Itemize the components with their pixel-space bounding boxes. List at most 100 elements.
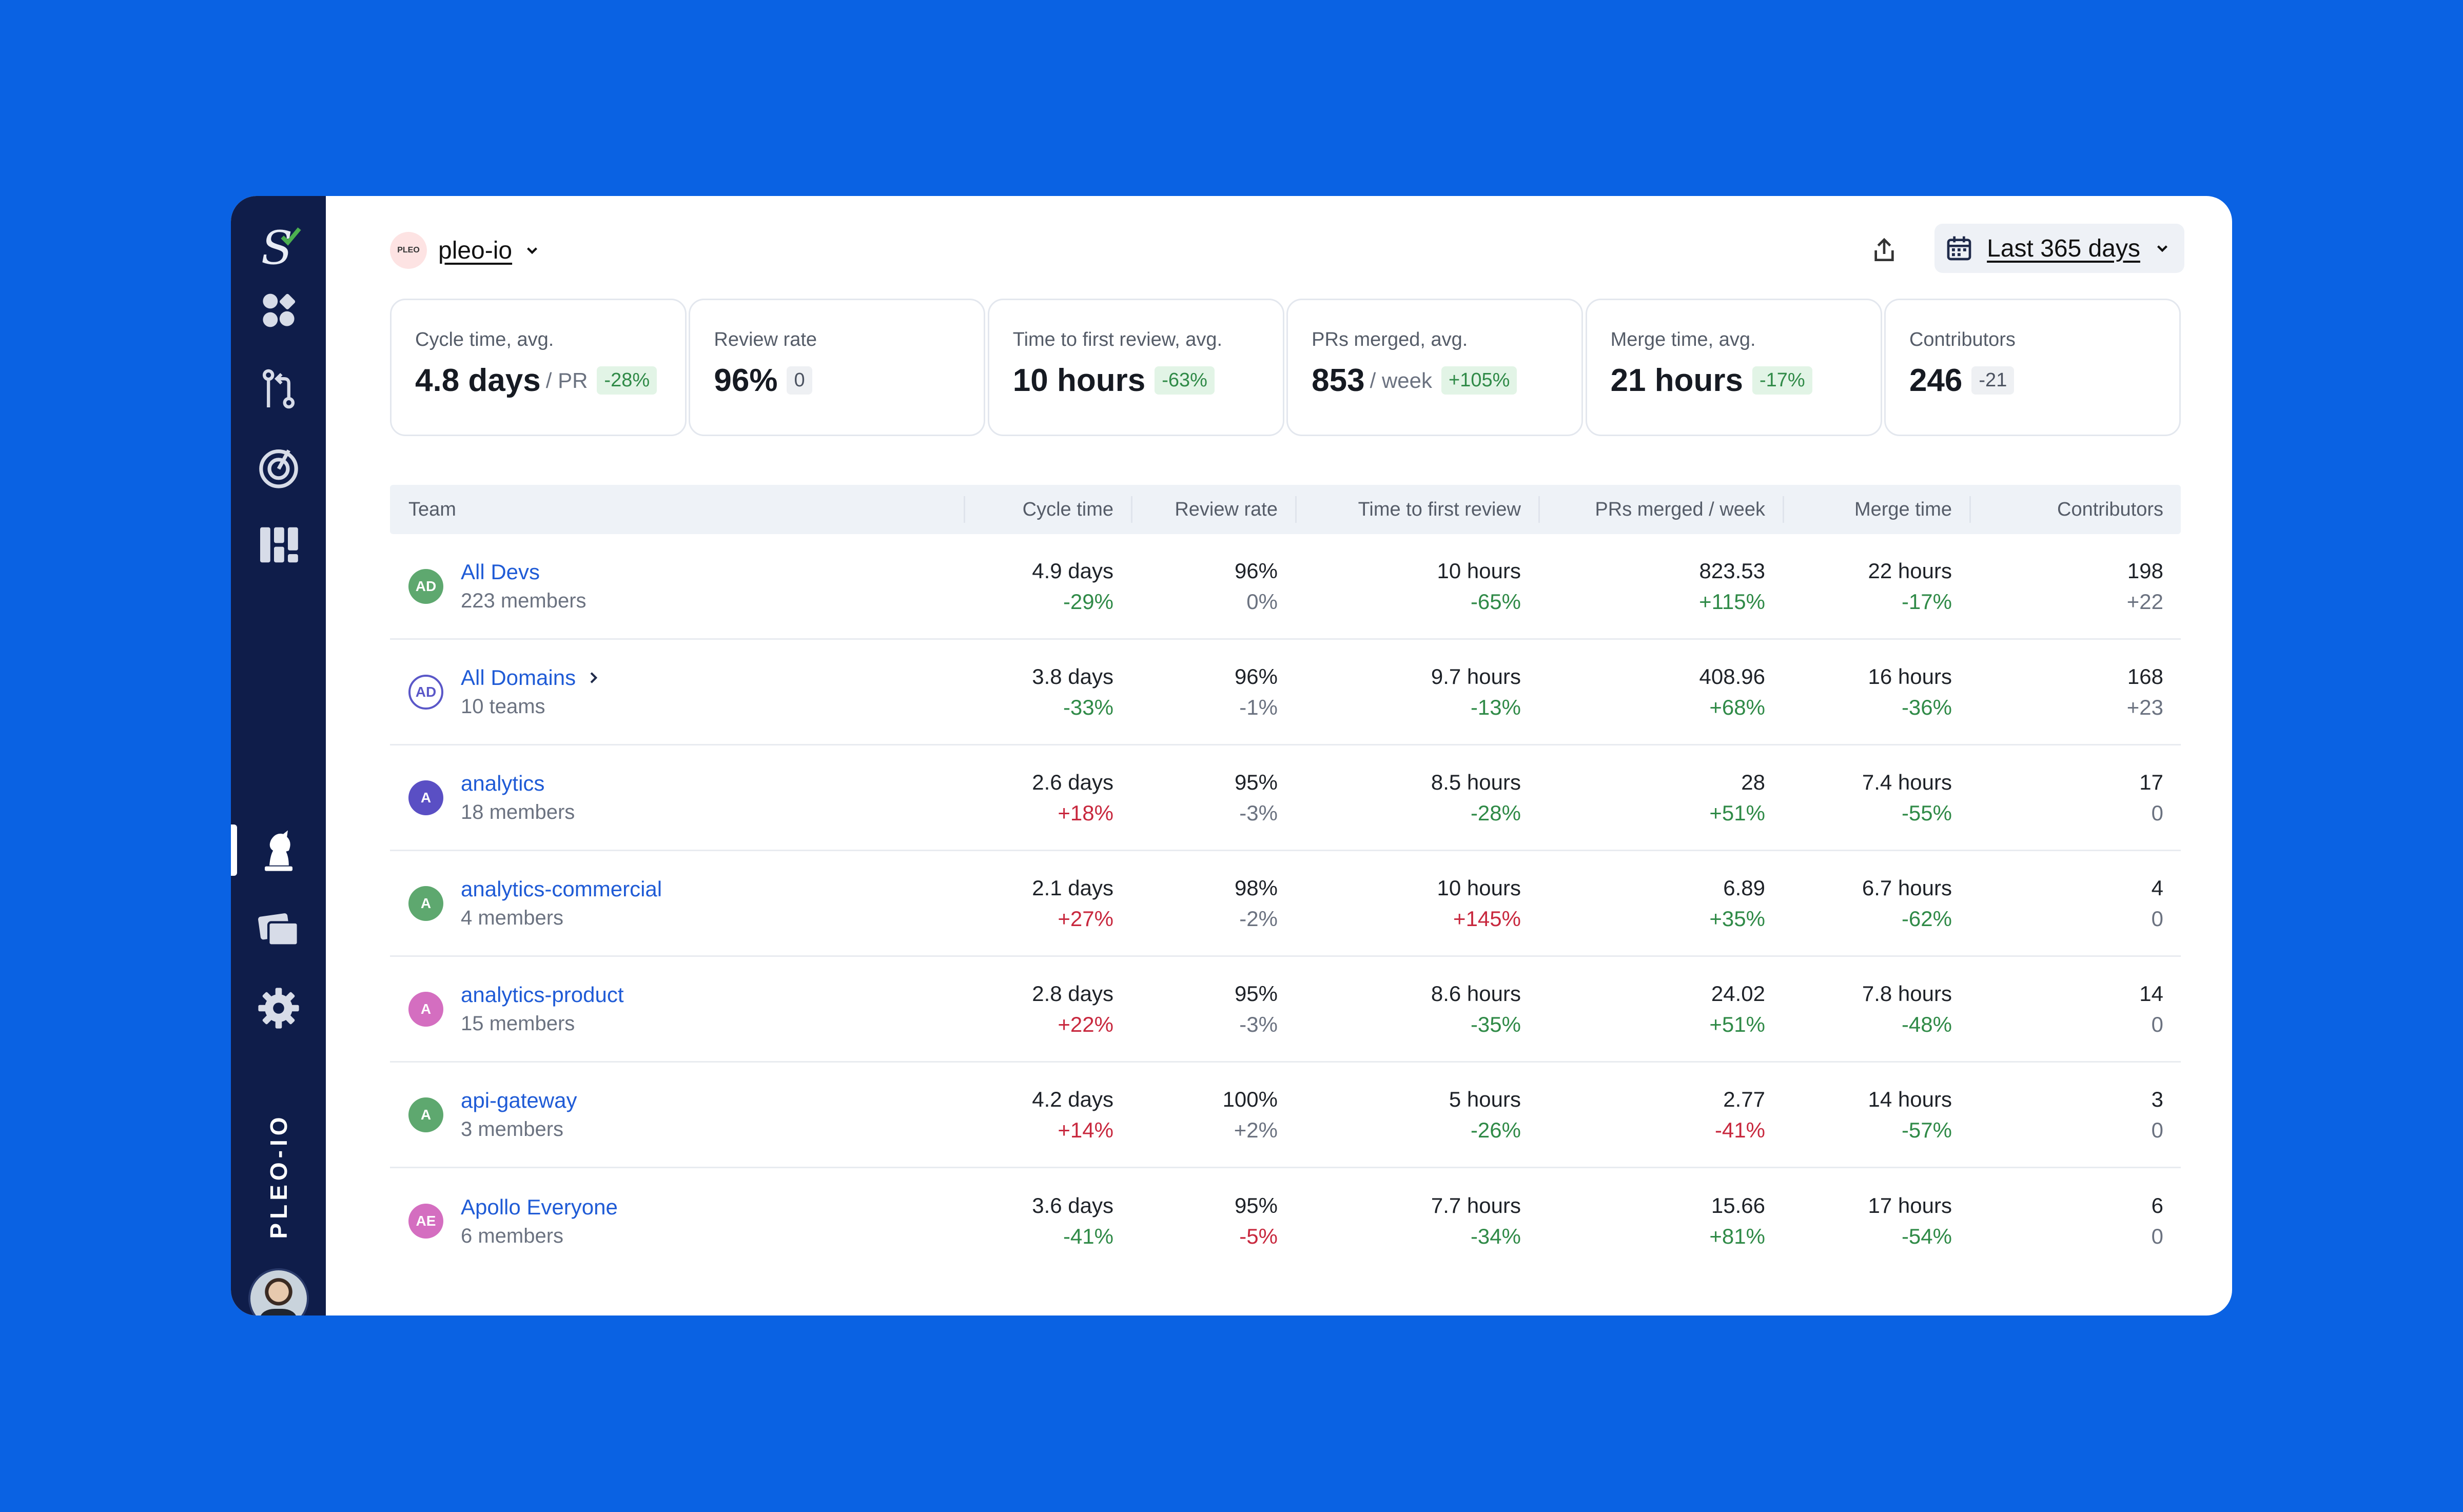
column-header[interactable]: PRs merged / week — [1538, 485, 1783, 534]
target-icon[interactable] — [254, 443, 303, 493]
team-cell: A analytics-product 15 members — [390, 957, 964, 1061]
metric-delta: +18% — [1058, 800, 1113, 825]
card-title: Cycle time, avg. — [415, 329, 554, 350]
review-cell: 95% -5% — [1131, 1168, 1295, 1274]
metric-delta: -34% — [1470, 1224, 1521, 1248]
metric-value: 7.7 hours — [1431, 1193, 1521, 1218]
metric-delta: 0 — [2151, 1117, 2163, 1142]
table-row[interactable]: AD All Devs 223 members 4.9 days -29% 96… — [390, 534, 2181, 640]
reports-icon[interactable] — [254, 520, 303, 570]
metric-delta: 0 — [2151, 1224, 2163, 1248]
main-content: PLEO pleo-io Last 365 days Cycle time, a… — [326, 196, 2232, 1315]
team-link[interactable]: All Domains — [461, 665, 601, 690]
column-header[interactable]: Contributors — [1969, 485, 2181, 534]
table-row[interactable]: AE Apollo Everyone 6 members 3.6 days -4… — [390, 1168, 2181, 1274]
team-link[interactable]: analytics — [461, 771, 575, 796]
metric-delta: -33% — [1063, 695, 1113, 719]
team-cell: A analytics 18 members — [390, 745, 964, 850]
ttfr-cell: 9.7 hours -13% — [1295, 640, 1538, 744]
date-range-button[interactable]: Last 365 days — [1934, 224, 2184, 273]
metric-value: 2.77 — [1723, 1087, 1765, 1111]
teams-table: Team Cycle time Review rate Time to first r… — [390, 485, 2181, 1274]
chevron-right-icon — [590, 672, 598, 683]
table-row[interactable]: A analytics-commercial 4 members 2.1 day… — [390, 851, 2181, 957]
metric-value: 198 — [2127, 558, 2163, 583]
team-link[interactable]: analytics-commercial — [461, 877, 662, 901]
teams-icon[interactable] — [254, 826, 303, 875]
settings-icon[interactable] — [254, 984, 303, 1033]
metric-delta: -57% — [1901, 1117, 1952, 1142]
column-header[interactable]: Review rate — [1131, 485, 1295, 534]
table-row[interactable]: A analytics-product 15 members 2.8 days … — [390, 957, 2181, 1063]
logo-icon[interactable]: S — [254, 222, 303, 271]
column-header[interactable]: Merge time — [1783, 485, 1969, 534]
merge-cell: 7.8 hours -48% — [1783, 957, 1969, 1061]
share-button[interactable] — [1865, 231, 1904, 270]
review-cell: 98% -2% — [1131, 851, 1295, 955]
card-delta-badge: 0 — [787, 366, 812, 395]
table-row[interactable]: A analytics 18 members 2.6 days +18% 95%… — [390, 745, 2181, 851]
metric-delta: -54% — [1901, 1224, 1952, 1248]
table-row[interactable]: AD All Domains 10 teams 3.8 days -33% 96… — [390, 640, 2181, 745]
metric-value: 17 hours — [1868, 1193, 1952, 1218]
metric-value: 24.02 — [1711, 981, 1765, 1006]
pull-requests-icon[interactable] — [254, 364, 303, 414]
metric-delta: -28% — [1470, 800, 1521, 825]
metric-value: 95% — [1234, 981, 1278, 1006]
ttfr-cell: 8.6 hours -35% — [1295, 957, 1538, 1061]
metric-value: 2.1 days — [1032, 875, 1113, 900]
card-value: 21 hours — [1610, 363, 1743, 398]
metric-delta: -62% — [1901, 906, 1952, 931]
card-delta-badge: -28% — [597, 366, 657, 395]
cards-icon[interactable] — [254, 905, 303, 954]
contrib-cell: 4 0 — [1969, 851, 2181, 955]
team-avatar: A — [408, 991, 443, 1027]
merge-cell: 6.7 hours -62% — [1783, 851, 1969, 955]
team-name: api-gateway — [461, 1088, 577, 1112]
metric-card[interactable]: PRs merged, avg. 853 / week +105% — [1286, 299, 1584, 436]
team-link[interactable]: Apollo Everyone — [461, 1195, 618, 1220]
team-avatar: A — [408, 1097, 443, 1132]
app-window: S PLEO-IO ? — [231, 196, 2232, 1315]
metric-delta: 0% — [1246, 589, 1278, 614]
metric-delta: -41% — [1063, 1224, 1113, 1248]
team-link[interactable]: api-gateway — [461, 1088, 577, 1113]
metric-card[interactable]: Time to first review, avg. 10 hours -63% — [987, 299, 1284, 436]
team-link[interactable]: All Devs — [461, 560, 587, 584]
metric-card[interactable]: Cycle time, avg. 4.8 days / PR -28% — [390, 299, 687, 436]
metric-value: 408.96 — [1699, 664, 1765, 689]
team-avatar: A — [408, 780, 443, 815]
column-header-label: Review rate — [1175, 498, 1278, 520]
column-header[interactable]: Cycle time — [964, 485, 1131, 534]
metric-value: 168 — [2127, 664, 2163, 689]
merge-cell: 16 hours -36% — [1783, 640, 1969, 744]
column-header[interactable]: Time to first review — [1295, 485, 1538, 534]
team-name: All Devs — [461, 560, 540, 584]
metric-delta: +68% — [1709, 695, 1765, 719]
metric-delta: -5% — [1239, 1224, 1278, 1248]
metric-card[interactable]: Merge time, avg. 21 hours -17% — [1585, 299, 1882, 436]
metric-delta: +81% — [1709, 1224, 1765, 1248]
metric-card[interactable]: Contributors 246 -21 — [1884, 299, 2181, 436]
metric-card[interactable]: Review rate 96% 0 — [689, 299, 986, 436]
team-name: All Domains — [461, 665, 576, 690]
metric-value: 8.5 hours — [1431, 770, 1521, 794]
avatar[interactable] — [248, 1268, 309, 1315]
team-link[interactable]: analytics-product — [461, 983, 623, 1007]
org-vertical-label: PLEO-IO — [265, 1113, 292, 1239]
dashboard-icon[interactable] — [254, 286, 303, 335]
metric-delta: +23 — [2126, 695, 2163, 719]
metric-value: 22 hours — [1868, 558, 1952, 583]
metric-value: 6 — [2151, 1193, 2163, 1218]
card-value: 853 — [1312, 363, 1365, 398]
card-value: 246 — [1909, 363, 1963, 398]
org-selector[interactable]: PLEO pleo-io — [390, 232, 541, 269]
column-header[interactable]: Team — [390, 485, 964, 534]
card-value: 10 hours — [1012, 363, 1146, 398]
calendar-icon — [1947, 236, 1971, 261]
table-row[interactable]: A api-gateway 3 members 4.2 days +14% 10… — [390, 1063, 2181, 1168]
metric-delta: -3% — [1239, 800, 1278, 825]
metric-value: 10 hours — [1437, 558, 1521, 583]
team-avatar: AE — [408, 1204, 443, 1239]
metric-value: 6.89 — [1723, 875, 1765, 900]
